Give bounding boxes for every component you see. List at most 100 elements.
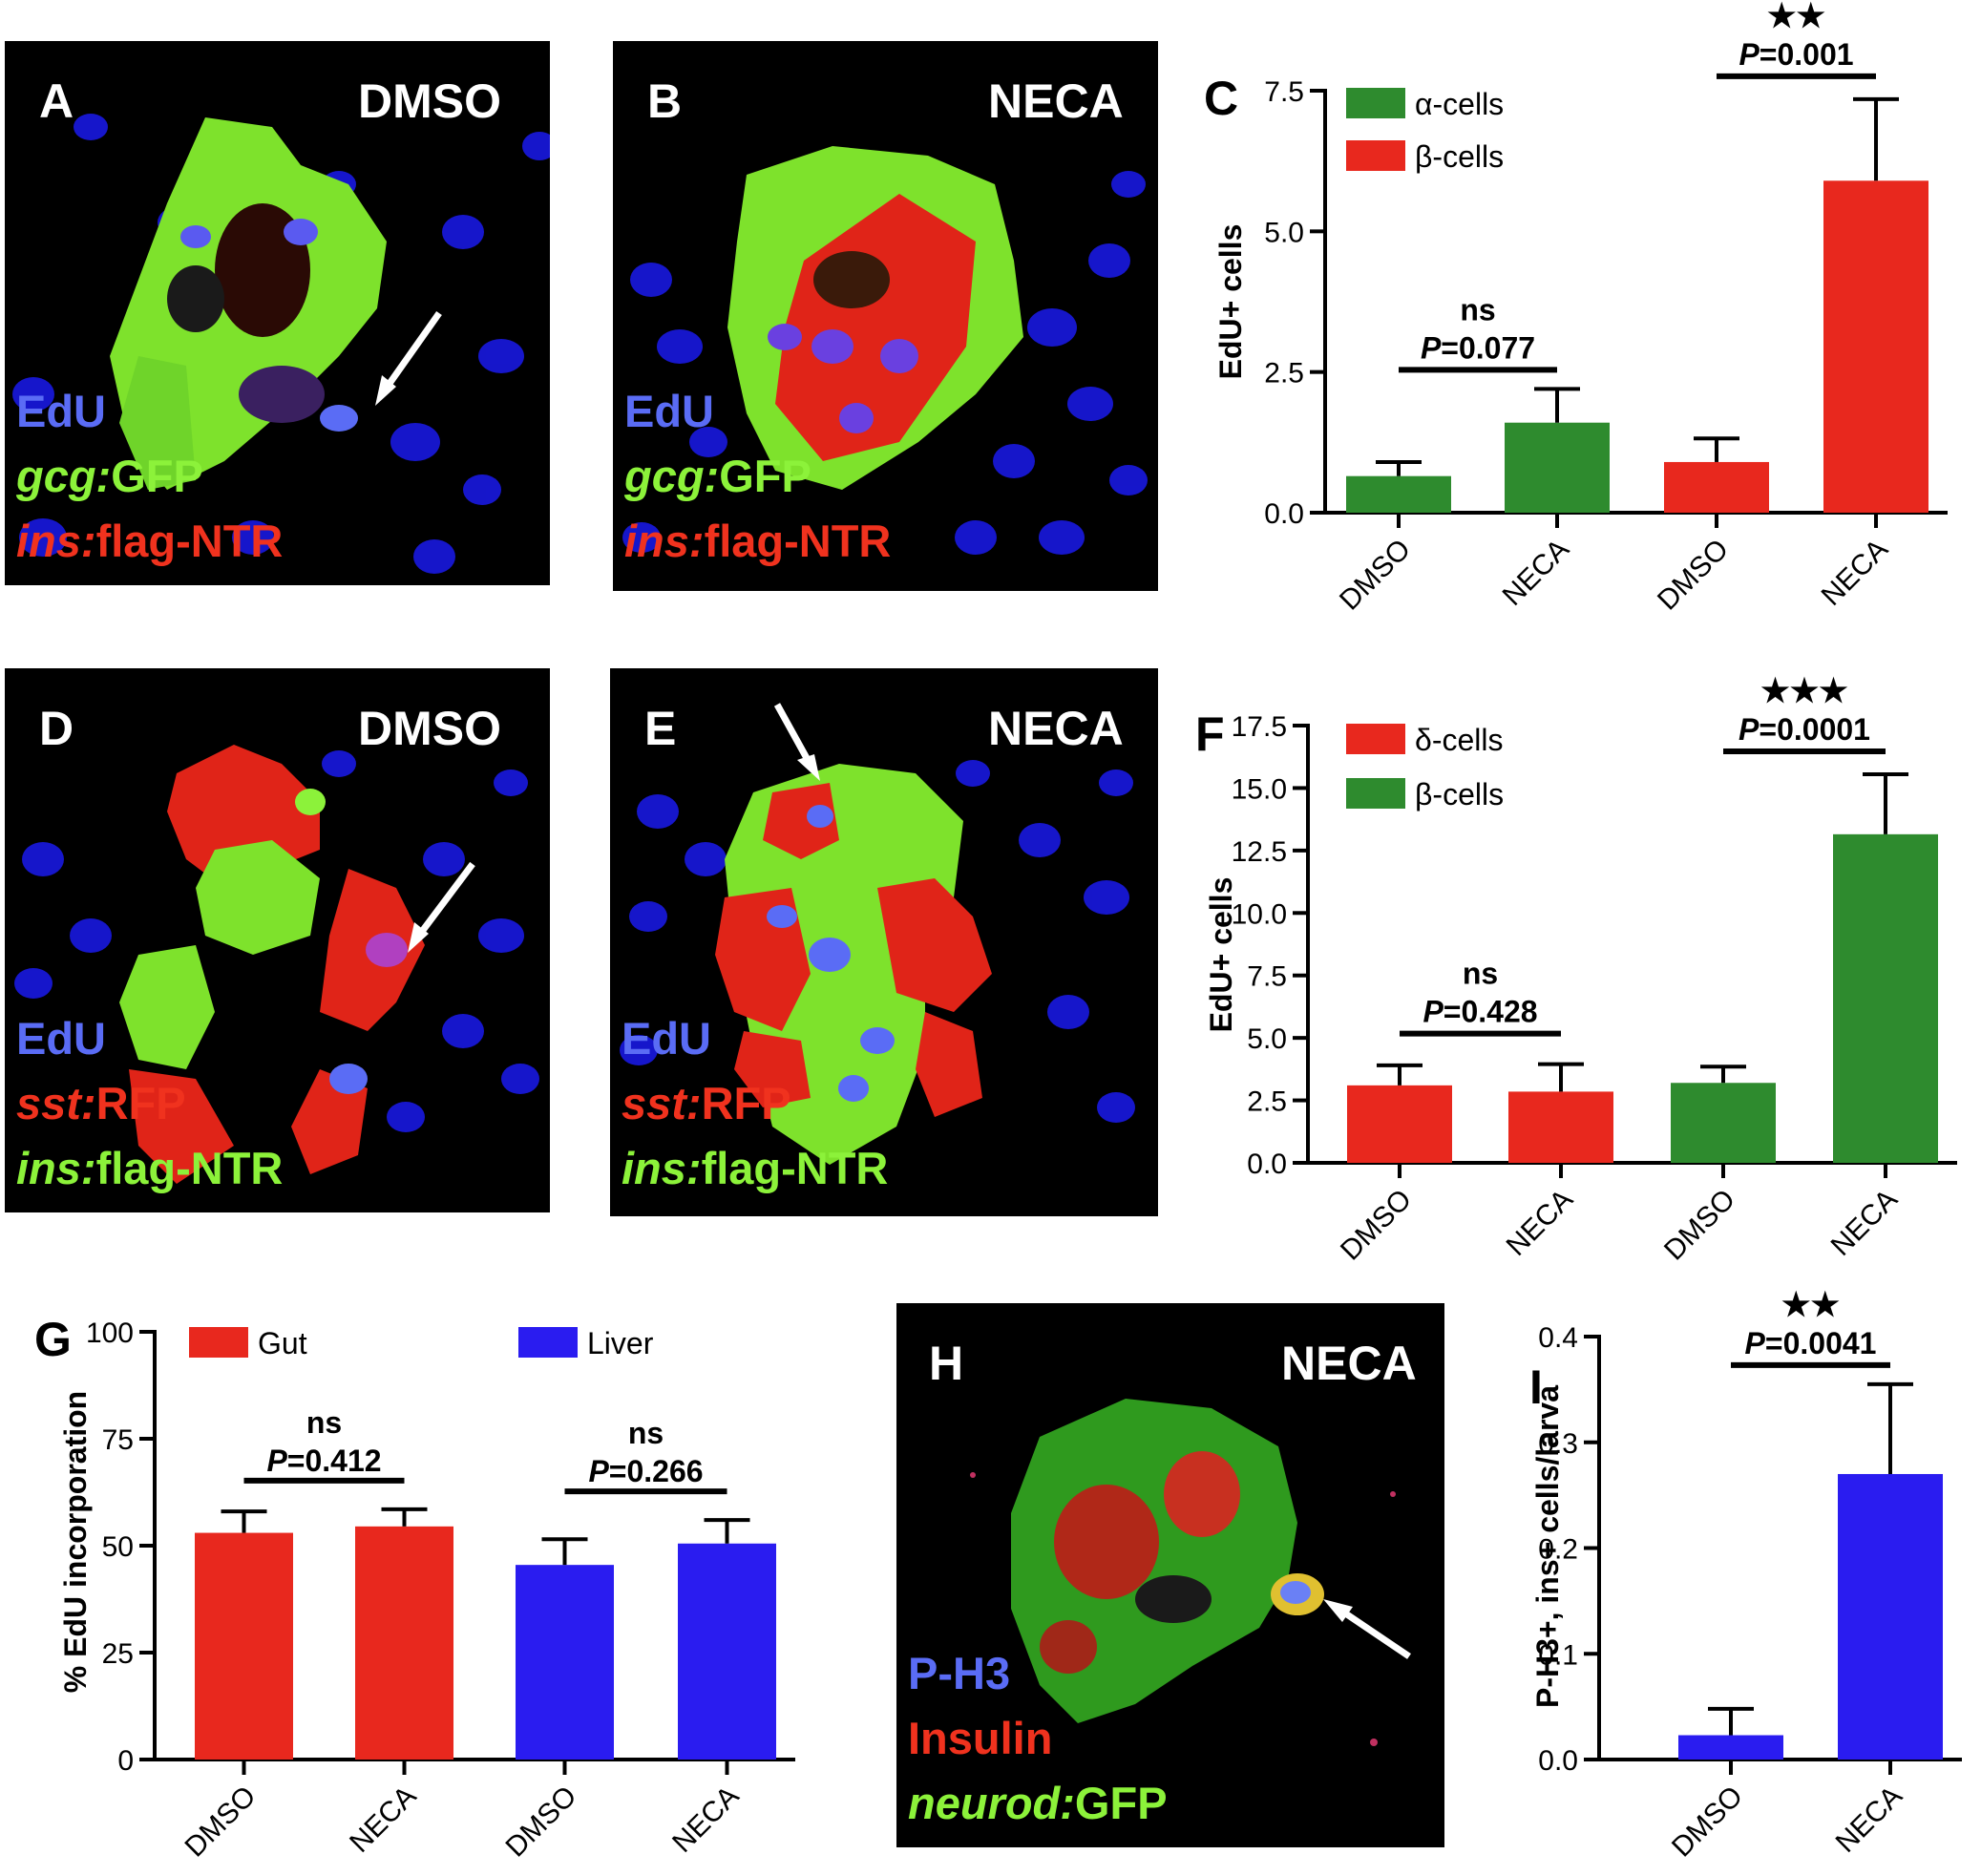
- legend-swatch: [1346, 778, 1405, 809]
- p-symbol: P: [1745, 1326, 1766, 1360]
- legend-swatch: [1346, 88, 1405, 118]
- x-tick-label: NECA: [1497, 534, 1575, 612]
- stain-label-1: EdU: [624, 386, 714, 436]
- y-tick-label: 7.5: [1247, 961, 1287, 993]
- stain-label-2: gcg:GFP: [624, 451, 811, 501]
- bar-chart-c: C 0.0 2.5 5.0 7.5 EdU+ cells DMSO NECA DMSO NECA α…: [1204, 0, 1948, 617]
- significance-label: ns: [628, 1416, 664, 1450]
- legend-swatch: [189, 1327, 248, 1358]
- significance-label: ★★★: [1760, 673, 1847, 709]
- p-value: =0.266: [609, 1454, 704, 1488]
- p-value-label: P=0.0001: [1739, 712, 1870, 747]
- panel-letter: G: [34, 1313, 72, 1366]
- significance-label: ★★: [1781, 1287, 1840, 1323]
- bar: [1664, 461, 1769, 513]
- bar: [195, 1532, 293, 1760]
- p-value-label: P=0.001: [1739, 37, 1853, 72]
- panel-letter: H: [929, 1337, 964, 1390]
- micrograph-d-image: [14, 745, 539, 1184]
- p-symbol: P: [1739, 37, 1760, 72]
- significance-label: ns: [1463, 957, 1498, 991]
- p-value: =0.001: [1760, 37, 1854, 72]
- legend-label: δ-cells: [1415, 723, 1503, 757]
- stain-label-2: sst:RFP: [16, 1078, 186, 1128]
- panel-letter: F: [1195, 707, 1225, 761]
- y-tick-label: 0.0: [1264, 498, 1304, 530]
- x-tick-label: NECA: [1816, 534, 1894, 612]
- panel-letter: I: [1529, 1360, 1543, 1414]
- bar: [1833, 833, 1938, 1163]
- arrow-icon: [375, 310, 442, 406]
- stain-label-3: neurod:GFP: [908, 1778, 1168, 1828]
- y-tick-label: 2.5: [1247, 1086, 1287, 1118]
- y-tick-label: 0: [117, 1745, 134, 1777]
- stain-label-1: EdU: [16, 386, 106, 436]
- bar-chart-f: F 0.0 2.5 5.0 7.5 10.0 12.5 15.0 17.5 EdU+ cells D…: [1195, 673, 1957, 1267]
- x-tick-label: DMSO: [1666, 1781, 1749, 1864]
- bar: [1838, 1473, 1943, 1760]
- condition-label: NECA: [988, 74, 1124, 128]
- significance-label: ns: [306, 1405, 342, 1440]
- significance-label: ns: [1460, 292, 1495, 327]
- y-tick-label: 0.4: [1538, 1322, 1578, 1354]
- bar: [1508, 1091, 1613, 1163]
- arrow-icon: [773, 703, 820, 781]
- stain-label-2: Insulin: [908, 1713, 1053, 1763]
- y-tick-label: 2.5: [1264, 358, 1304, 390]
- micrograph-panel-d: D DMSO EdU sst:RFP ins:flag-NTR: [5, 668, 550, 1212]
- p-value-label: P=0.412: [266, 1444, 381, 1478]
- panel-letter: C: [1204, 72, 1238, 125]
- p-value-label: P=0.0041: [1745, 1326, 1877, 1360]
- y-axis-label: P-H3+, ins+ cells/larva: [1530, 1385, 1565, 1708]
- y-tick-label: 17.5: [1232, 711, 1287, 743]
- stain-label-3: ins:flag-NTR: [624, 516, 892, 566]
- y-axis-label: EdU+ cells: [1213, 224, 1248, 380]
- bar: [1823, 180, 1928, 513]
- stain-label-1: EdU: [622, 1013, 711, 1064]
- condition-label: DMSO: [358, 74, 501, 128]
- y-tick-label: 75: [102, 1424, 134, 1456]
- stain-label-1: P-H3: [908, 1648, 1011, 1698]
- y-tick-label: 0.3: [1538, 1428, 1578, 1460]
- y-tick-label: 0.0: [1247, 1149, 1287, 1180]
- p-value-label: P=0.428: [1423, 995, 1537, 1029]
- p-value: =0.077: [1441, 330, 1535, 365]
- legend-label: β-cells: [1415, 777, 1504, 812]
- micrograph-panel-h: H NECA P-H3 Insulin neurod:GFP: [896, 1303, 1444, 1847]
- y-tick-label: 7.5: [1264, 76, 1304, 108]
- stain-label-3: ins:flag-NTR: [16, 1143, 284, 1193]
- panel-letter: E: [644, 702, 677, 755]
- stain-label-3: ins:flag-NTR: [16, 516, 284, 566]
- x-tick-label: NECA: [344, 1781, 422, 1859]
- p-value: =0.0041: [1765, 1326, 1877, 1360]
- p-value: =0.428: [1444, 995, 1538, 1029]
- legend-swatch: [518, 1327, 578, 1358]
- y-tick-label: 0.0: [1538, 1745, 1578, 1777]
- legend-label: Gut: [258, 1326, 307, 1360]
- x-tick-label: DMSO: [1652, 534, 1735, 617]
- legend-swatch: [1346, 724, 1405, 754]
- x-tick-label: DMSO: [499, 1781, 582, 1864]
- bar: [516, 1565, 614, 1760]
- p-symbol: P: [588, 1454, 609, 1488]
- y-tick-label: 10.0: [1232, 898, 1287, 930]
- p-symbol: P: [266, 1444, 287, 1478]
- stain-label-3: ins:flag-NTR: [622, 1143, 889, 1193]
- bar-chart-i: I 0.0 0.1 0.2 0.3 0.4 P-H3+, ins+ cells/larva D…: [1529, 1287, 1962, 1864]
- y-tick-label: 5.0: [1264, 217, 1304, 248]
- x-tick-label: DMSO: [1334, 534, 1417, 617]
- micrograph-h-image: [970, 1399, 1396, 1746]
- y-tick-label: 50: [102, 1531, 134, 1563]
- x-tick-label: NECA: [1830, 1781, 1908, 1859]
- legend-swatch: [1346, 140, 1405, 171]
- micrograph-panel-e: E NECA EdU sst:RFP ins:flag-NTR: [610, 668, 1158, 1216]
- y-tick-label: 12.5: [1232, 836, 1287, 868]
- p-value: =0.412: [287, 1444, 382, 1478]
- micrograph-panel-a: A DMSO EdU gcg:GFP ins:flag-NTR: [5, 41, 550, 585]
- micrograph-panel-b: B NECA EdU gcg:GFP ins:flag-NTR: [613, 41, 1158, 591]
- legend-label: β-cells: [1415, 139, 1504, 174]
- bar: [1347, 1085, 1452, 1163]
- x-tick-label: DMSO: [1335, 1184, 1418, 1267]
- x-tick-label: NECA: [1825, 1184, 1904, 1262]
- p-value-label: P=0.266: [588, 1454, 703, 1488]
